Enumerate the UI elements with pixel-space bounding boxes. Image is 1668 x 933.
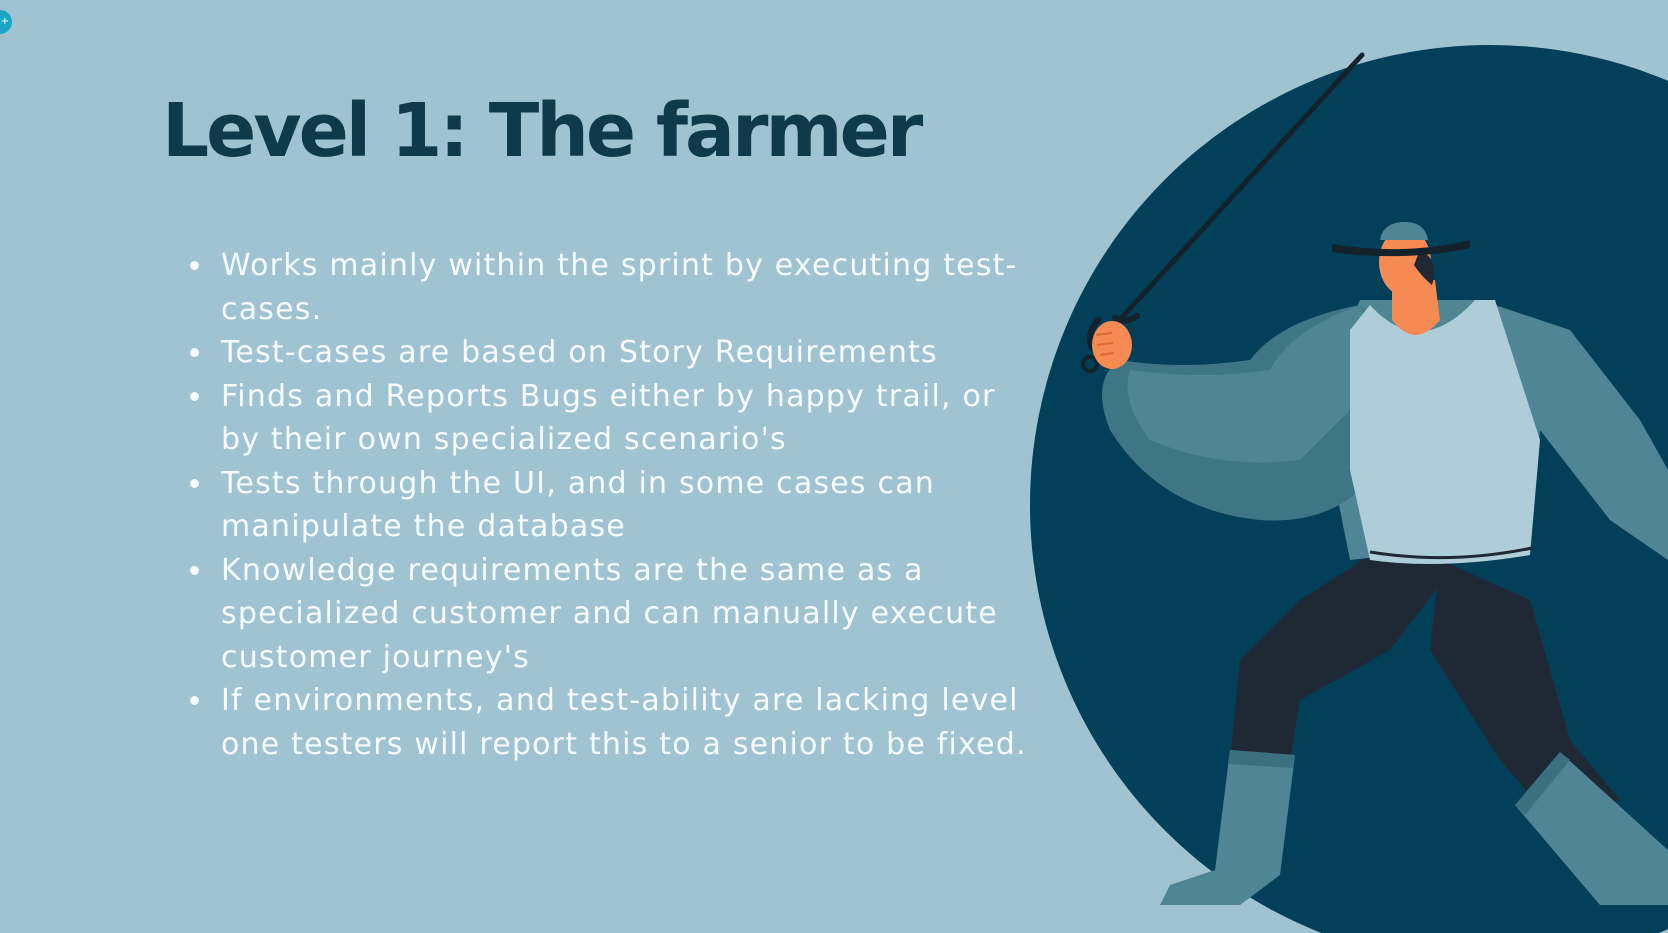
sword-pommel bbox=[1081, 355, 1099, 373]
bullet-list: Works mainly within the sprint by execut… bbox=[190, 244, 1045, 766]
hand bbox=[1092, 321, 1132, 369]
head bbox=[1379, 228, 1431, 296]
front-boot-top bbox=[1228, 750, 1295, 768]
hat-brim bbox=[1332, 240, 1470, 257]
back-boot bbox=[1515, 752, 1668, 905]
expand-glyph: + bbox=[0, 16, 9, 27]
front-leg bbox=[1230, 555, 1455, 760]
sword-guard bbox=[1087, 313, 1140, 351]
front-boot bbox=[1160, 750, 1295, 905]
back-boot-top bbox=[1515, 752, 1570, 815]
bullet-item: Finds and Reports Bugs either by happy t… bbox=[215, 375, 1045, 462]
slide-title: Level 1: The farmer bbox=[162, 88, 923, 174]
bullet-item: Knowledge requirements are the same as a… bbox=[215, 549, 1045, 680]
hair bbox=[1414, 250, 1435, 285]
vest bbox=[1350, 300, 1540, 564]
expand-icon[interactable]: + bbox=[0, 10, 12, 34]
fingers bbox=[1095, 332, 1115, 356]
sword-blade bbox=[1112, 52, 1365, 328]
bullet-item: Tests through the UI, and in some cases … bbox=[215, 462, 1045, 549]
bullet-item: Test-cases are based on Story Requiremen… bbox=[215, 331, 1045, 375]
arm-sleeve-light bbox=[1127, 305, 1390, 463]
bullet-item: Works mainly within the sprint by execut… bbox=[215, 244, 1045, 331]
back-leg bbox=[1430, 560, 1620, 830]
bullet-item: If environments, and test-ability are la… bbox=[215, 679, 1045, 766]
vest-hem bbox=[1369, 546, 1533, 560]
hat-crown bbox=[1380, 222, 1428, 240]
